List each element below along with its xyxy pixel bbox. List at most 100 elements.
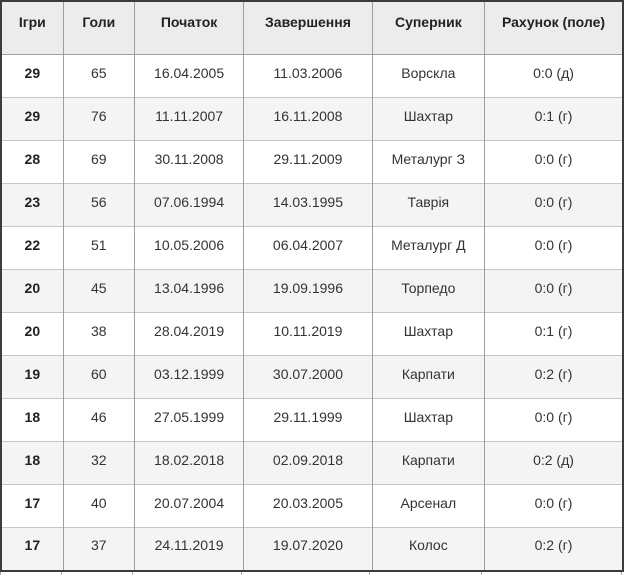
cell-goals: 40 — [62, 484, 135, 528]
cell-opponent: Металург Д — [371, 226, 485, 270]
table-row: 19 60 03.12.1999 30.07.2000 Карпати 0:2 (г) — [1, 355, 623, 399]
table-row: 29 76 11.11.2007 16.11.2008 Шахтар 0:1 (г) — [1, 97, 623, 141]
column-tick — [241, 571, 242, 575]
cell-end: 06.04.2007 — [243, 226, 373, 270]
cell-end: 11.03.2006 — [243, 54, 373, 98]
column-tick — [0, 571, 1, 575]
cell-goals: 32 — [62, 441, 135, 485]
cell-score: 0:0 (г) — [484, 269, 623, 313]
cell-opponent: Шахтар — [371, 97, 485, 141]
cropped-next-row — [0, 571, 624, 580]
header-row: Ігри Голи Початок Завершення Суперник Ра… — [1, 1, 623, 55]
cell-score: 0:0 (г) — [484, 226, 623, 270]
cell-games: 29 — [24, 64, 41, 81]
cell-start: 11.11.2007 — [133, 97, 244, 141]
cell-start: 03.12.1999 — [133, 355, 244, 399]
cell-end: 02.09.2018 — [243, 441, 373, 485]
cell-games: 18 — [1, 441, 64, 485]
column-header-score: Рахунок (поле) — [484, 1, 623, 55]
cell-goals: 60 — [62, 355, 135, 399]
cell-games: 17 — [1, 484, 64, 528]
column-header-games: Ігри — [1, 1, 64, 55]
table-row: 20 38 28.04.2019 10.11.2019 Шахтар 0:1 (г) — [1, 312, 623, 356]
cell-end: 19.09.1996 — [243, 269, 373, 313]
column-tick — [369, 571, 370, 575]
cell-goals: 37 — [62, 527, 135, 571]
cell-games: 23 — [1, 183, 64, 227]
cell-goals: 56 — [62, 183, 135, 227]
table-row: 17 37 24.11.2019 19.07.2020 Колос 0:2 (г) — [1, 527, 623, 571]
cell-opponent: Колос — [371, 527, 485, 571]
cell-games: 20 — [1, 269, 64, 313]
cell-opponent: Арсенал — [371, 484, 485, 528]
column-header-end: Завершення — [243, 1, 373, 55]
table-row: 17 40 20.07.2004 20.03.2005 Арсенал 0:0 (г) — [1, 484, 623, 528]
table-row: 28 69 30.11.2008 29.11.2009 Металург З 0:0 (г… — [1, 140, 623, 184]
table-body: 29 65 16.04.2005 11.03.2006 Ворскла 0:0 (д) 29… — [1, 54, 623, 571]
column-header-goals: Голи — [62, 1, 135, 55]
cell-end: 14.03.1995 — [243, 183, 373, 227]
cell-start: 20.07.2004 — [133, 484, 244, 528]
cell-opponent: Торпедо — [371, 269, 485, 313]
cell-opponent: Карпати — [371, 355, 485, 399]
column-header-start: Початок — [133, 1, 244, 55]
column-tick — [132, 571, 133, 575]
cell-games: 22 — [1, 226, 64, 270]
table-row: 20 45 13.04.1996 19.09.1996 Торпедо 0:0 (г) — [1, 269, 623, 313]
cell-goals: 38 — [62, 312, 135, 356]
table-row: 18 46 27.05.1999 29.11.1999 Шахтар 0:0 (г) — [1, 398, 623, 442]
cell-score: 0:2 (д) — [484, 441, 623, 485]
cell-end: 29.11.1999 — [243, 398, 373, 442]
cell-games: 19 — [1, 355, 64, 399]
cell-goals: 51 — [62, 226, 135, 270]
cell-goals: 76 — [62, 97, 135, 141]
cell-start: 07.06.1994 — [133, 183, 244, 227]
cell-start: 18.02.2018 — [133, 441, 244, 485]
cell-end: 10.11.2019 — [243, 312, 373, 356]
table-row: 22 51 10.05.2006 06.04.2007 Металург Д 0:0 (г… — [1, 226, 623, 270]
cell-score: 0:0 (г) — [484, 398, 623, 442]
cell-start: 27.05.1999 — [133, 398, 244, 442]
cell-end: 29.11.2009 — [243, 140, 373, 184]
cell-games: 17 — [1, 527, 64, 571]
table-row: 29 65 16.04.2005 11.03.2006 Ворскла 0:0 (д) — [1, 54, 623, 98]
cell-score: 0:1 (г) — [484, 312, 623, 356]
cell-opponent: Шахтар — [371, 312, 485, 356]
table-row: 18 32 18.02.2018 02.09.2018 Карпати 0:2 (д) — [1, 441, 623, 485]
cell-score: 0:0 (г) — [484, 484, 623, 528]
cell-start: 16.04.2005 — [133, 54, 244, 98]
table-header: Ігри Голи Початок Завершення Суперник Ра… — [1, 1, 623, 55]
cell-opponent: Ворскла — [371, 54, 485, 98]
cell-games: 18 — [1, 398, 64, 442]
cell-games: 28 — [1, 140, 64, 184]
cell-opponent: Карпати — [371, 441, 485, 485]
cell-start: 10.05.2006 — [133, 226, 244, 270]
cell-opponent: Таврія — [371, 183, 485, 227]
column-tick — [481, 571, 482, 575]
table-row: 23 56 07.06.1994 14.03.1995 Таврія 0:0 (г) — [1, 183, 623, 227]
cell-end: 16.11.2008 — [243, 97, 373, 141]
cell-score: 0:1 (г) — [484, 97, 623, 141]
cell-goals: 69 — [62, 140, 135, 184]
cell-score: 0:0 (г) — [484, 140, 623, 184]
cell-score: 0:2 (г) — [484, 527, 623, 571]
cell-goals: 46 — [62, 398, 135, 442]
cell-end: 19.07.2020 — [243, 527, 373, 571]
cell-start: 28.04.2019 — [133, 312, 244, 356]
cell-end: 20.03.2005 — [243, 484, 373, 528]
cell-start: 24.11.2019 — [133, 527, 244, 571]
cell-start: 13.04.1996 — [133, 269, 244, 313]
cell-games: 20 — [1, 312, 64, 356]
cell-score: 0:2 (г) — [484, 355, 623, 399]
cell-score: 0:0 (д) — [484, 54, 623, 98]
cell-score: 0:0 (г) — [484, 183, 623, 227]
cell-end: 30.07.2000 — [243, 355, 373, 399]
cell-opponent: Металург З — [371, 140, 485, 184]
column-tick — [621, 571, 622, 575]
cell-start: 30.11.2008 — [133, 140, 244, 184]
column-header-opponent: Суперник — [371, 1, 485, 55]
cell-opponent: Шахтар — [371, 398, 485, 442]
cell-goals: 45 — [62, 269, 135, 313]
